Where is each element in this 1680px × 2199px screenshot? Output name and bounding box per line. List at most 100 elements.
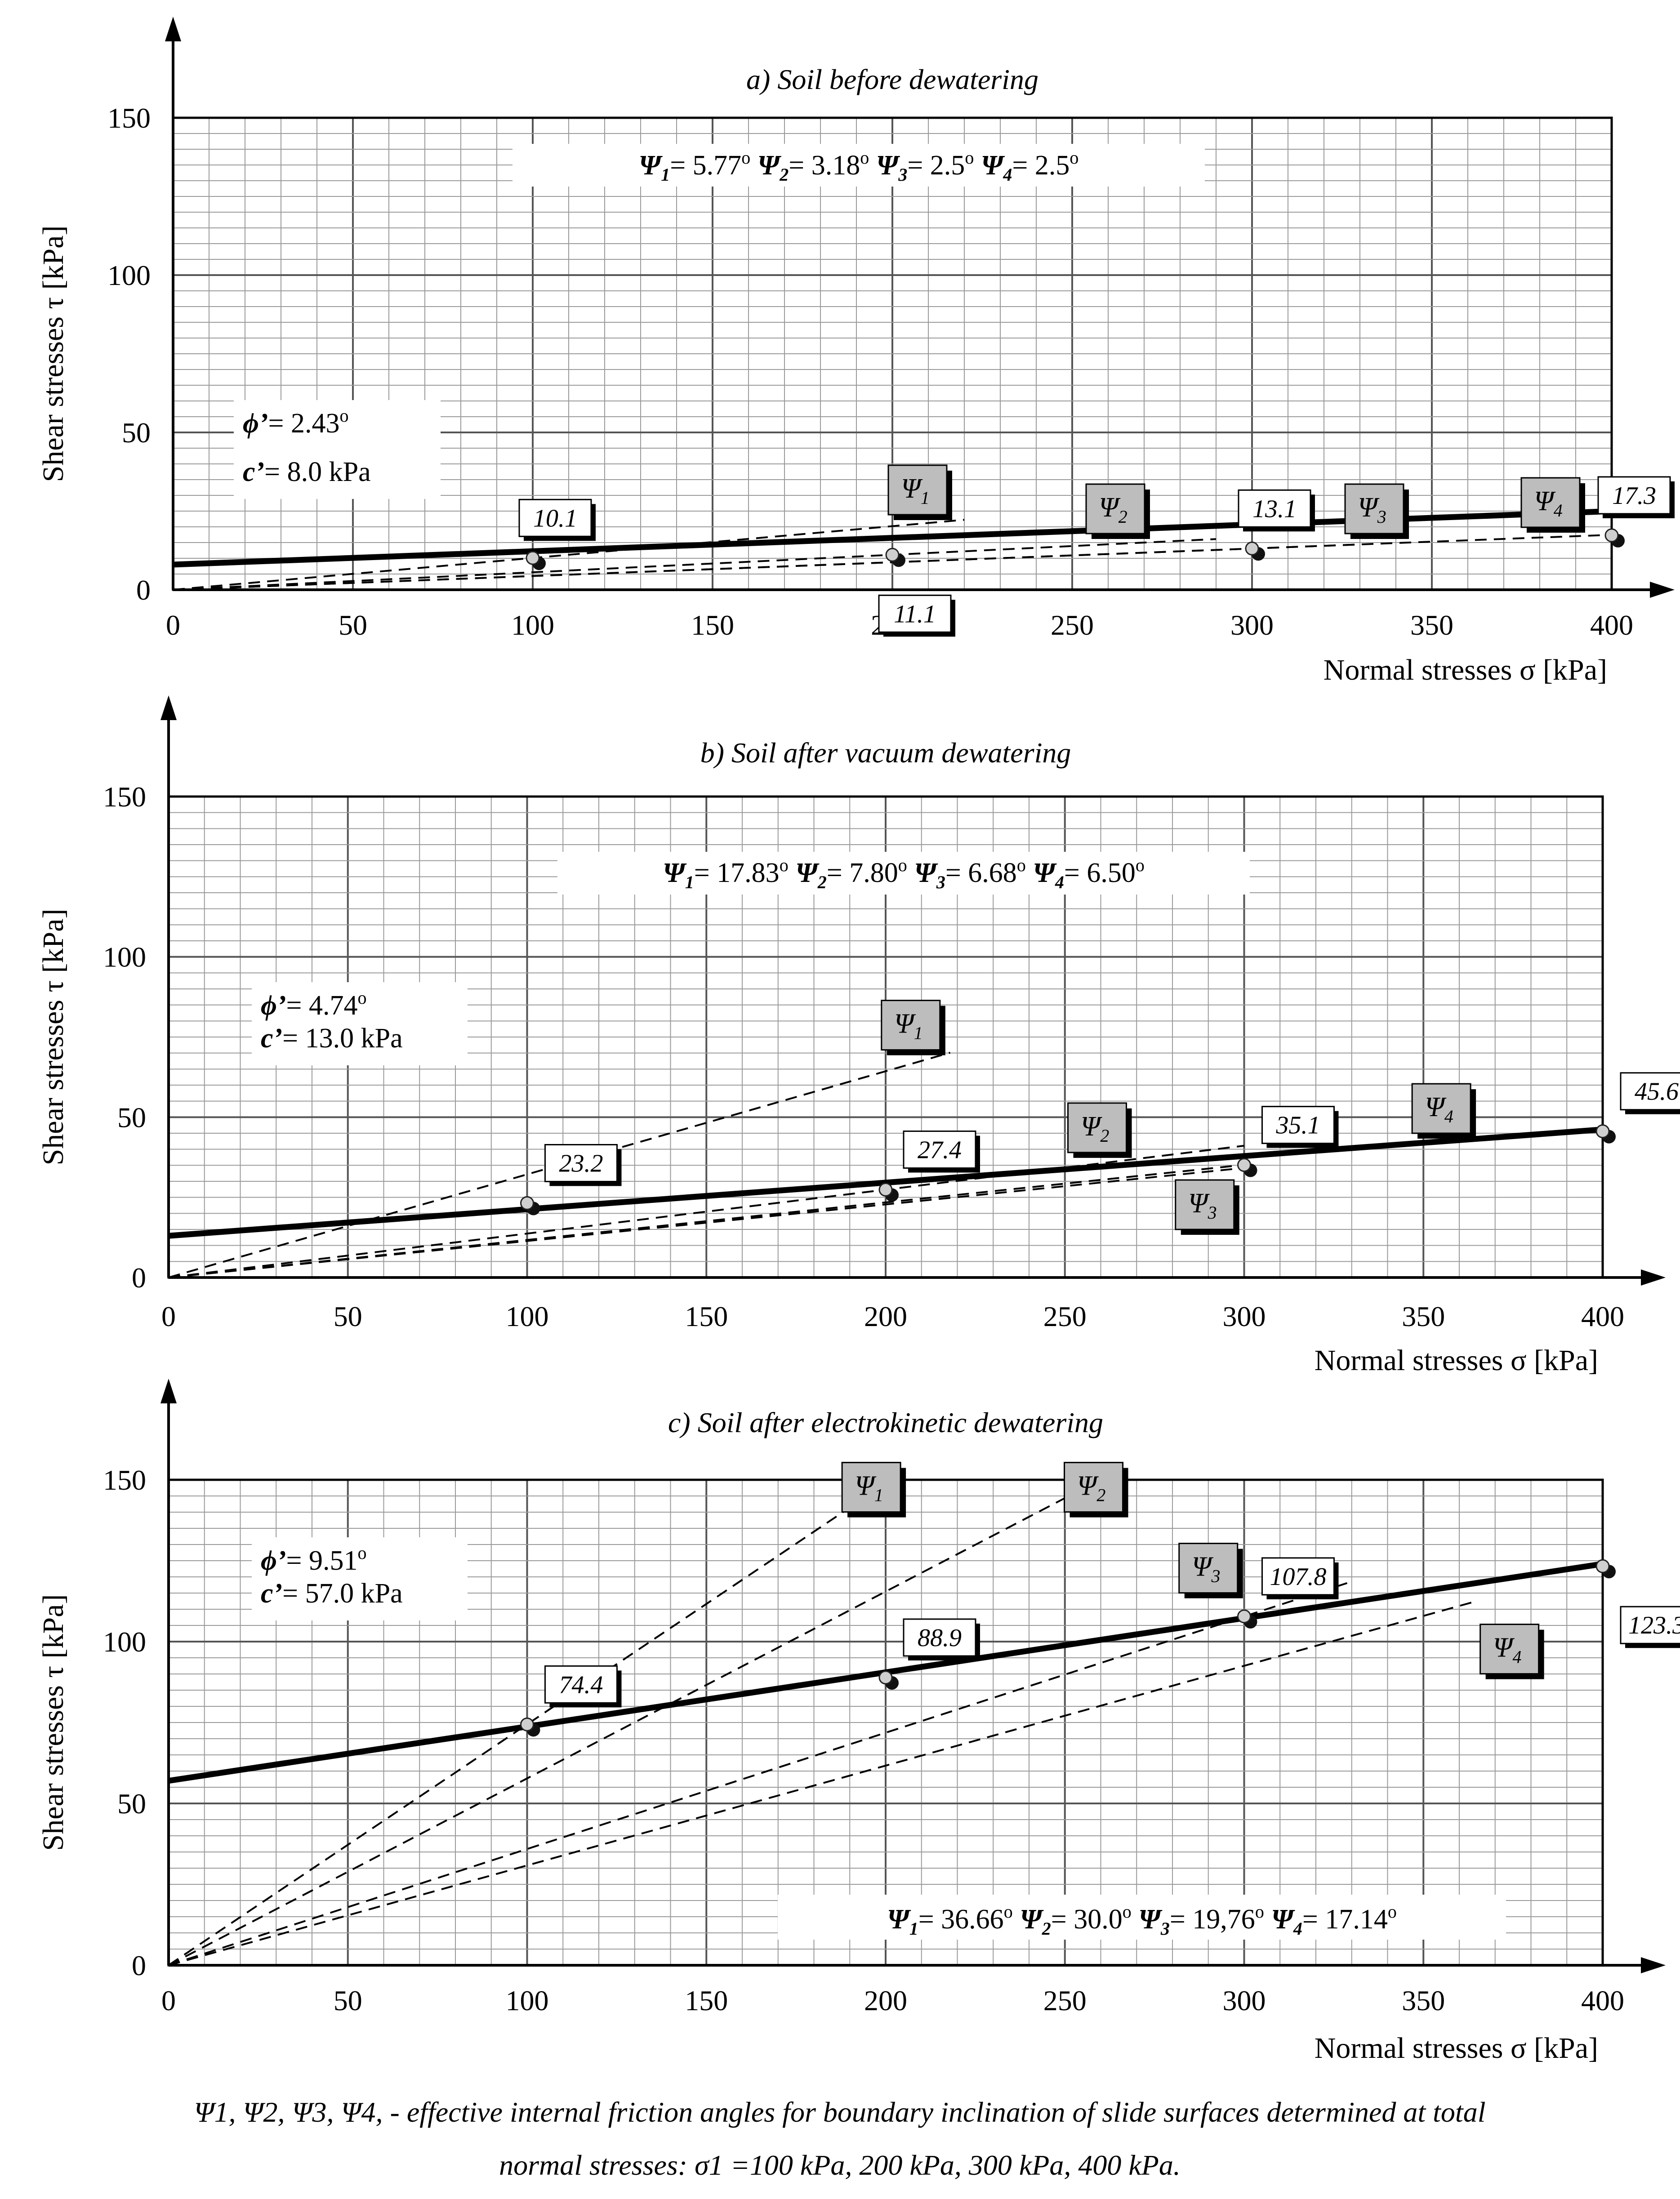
y-axis-arrow [160, 695, 177, 720]
y-tick-label: 150 [103, 1464, 146, 1496]
figure-caption: Ψ1, Ψ2, Ψ3, Ψ4, - effective internal fri… [194, 2096, 1486, 2181]
y-axis-arrow [165, 17, 181, 41]
value-label: 107.8 [1270, 1563, 1327, 1591]
caption-line-2: normal stresses: σ1 =100 kPa, 200 kPa, 3… [499, 2149, 1181, 2181]
psi-tag-box [1067, 1102, 1127, 1153]
x-tick-label: 0 [166, 609, 180, 641]
psi-tag-box [881, 1000, 941, 1051]
data-point-marker [1237, 1158, 1251, 1172]
value-label: 45.6 [1635, 1078, 1679, 1106]
psi-tag-label: Ψ3 [1192, 1552, 1221, 1586]
x-tick-label: 0 [161, 1300, 176, 1332]
value-label-box [544, 1665, 618, 1704]
x-tick-label: 350 [1402, 1985, 1445, 2016]
panel-title: c) Soil after electrokinetic dewatering [668, 1407, 1103, 1438]
psi-line [173, 538, 1217, 591]
value-label-box [903, 1618, 976, 1657]
y-tick-label: 100 [103, 941, 146, 973]
x-tick-label: 50 [339, 609, 367, 641]
phi-param: ϕ’= 9.51o [261, 1543, 367, 1576]
x-tick-label: 50 [334, 1300, 362, 1332]
x-tick-label: 400 [1590, 609, 1633, 641]
x-tick-label: 350 [1402, 1300, 1445, 1332]
panel-title: b) Soil after vacuum dewatering [700, 737, 1071, 769]
x-tick-label: 150 [685, 1300, 728, 1332]
panel-b: 0 50 100 150 200 250 300 350 400 0 50 100 150 b) Soil… [37, 695, 1680, 1377]
data-point-marker [1245, 541, 1259, 556]
y-tick-label: 150 [107, 102, 151, 134]
data-point-marker [1237, 1609, 1251, 1624]
value-label: 88.9 [918, 1624, 962, 1652]
data-point-marker [1595, 1559, 1610, 1573]
psi-line [168, 1167, 1244, 1278]
x-tick-label: 200 [864, 1300, 907, 1332]
value-label: 27.4 [918, 1136, 962, 1164]
psi-line [173, 519, 965, 591]
y-tick-label: 100 [103, 1626, 146, 1658]
value-label-box [1620, 1072, 1680, 1111]
value-label-box [1261, 1106, 1335, 1144]
y-axis-label: Shear stresses τ [kPa] [37, 909, 70, 1166]
psi-summary-box [512, 144, 1205, 187]
data-point-marker [878, 1670, 893, 1685]
psi-tag-label: Ψ4 [1534, 486, 1563, 521]
x-tick-label: 400 [1581, 1985, 1624, 2016]
psi-line [168, 1497, 1065, 1966]
y-tick-label: 50 [117, 1101, 146, 1133]
panel-c: 0 50 100 150 200 250 300 350 400 0 50 100 150 c) Soil… [37, 1379, 1680, 2065]
x-tick-label: 300 [1223, 1985, 1266, 2016]
y-axis-arrow [160, 1379, 177, 1403]
psi-tag-box [1411, 1083, 1471, 1134]
value-label: 74.4 [559, 1671, 603, 1699]
psi-tag-box [1178, 1543, 1239, 1594]
psi-line [168, 1144, 1244, 1278]
x-tick-label: 0 [161, 1985, 176, 2016]
value-label: 10.1 [533, 504, 577, 532]
psi-tag-box [1175, 1179, 1235, 1230]
psi-summary: Ψ1= 36.66o Ψ2= 30.0o Ψ3= 19,76o Ψ4= 17.1… [887, 1901, 1397, 1939]
data-point-marker [878, 1183, 893, 1197]
psi-tag-box [887, 464, 948, 516]
psi-tag-box [841, 1462, 901, 1513]
x-tick-label: 150 [685, 1985, 728, 2016]
data-point-marker [520, 1717, 534, 1732]
y-axis-label: Shear stresses τ [kPa] [37, 226, 70, 482]
psi-line [168, 1507, 851, 1966]
phi-param: ϕ’= 2.43o [243, 405, 349, 439]
x-tick-label: 350 [1410, 609, 1453, 641]
data-point-marker [1595, 1124, 1610, 1139]
x-tick-label: 400 [1581, 1300, 1624, 1332]
x-axis-arrow [1650, 582, 1675, 598]
x-tick-label: 50 [334, 1985, 362, 2016]
x-tick-label: 250 [1051, 609, 1094, 641]
x-tick-label: 100 [506, 1300, 549, 1332]
y-tick-label: 0 [136, 574, 151, 606]
value-label: 35.1 [1276, 1112, 1320, 1140]
value-label: 17.3 [1612, 482, 1656, 510]
y-tick-label: 150 [103, 781, 146, 813]
psi-summary-box [557, 852, 1250, 895]
psi-tag-box [1520, 477, 1581, 528]
x-tick-label: 250 [1043, 1300, 1087, 1332]
y-tick-label: 50 [117, 1788, 146, 1820]
x-axis-label: Normal stresses σ [kPa] [1315, 2032, 1598, 2065]
x-tick-label: 100 [511, 609, 554, 641]
panel-a: 050100150200250300350400050100150a) Soil… [37, 17, 1675, 686]
data-point-marker [526, 551, 540, 565]
psi-tag-box [1064, 1462, 1124, 1513]
c-param: c’= 57.0 kPa [261, 1578, 403, 1609]
x-tick-label: 100 [506, 1985, 549, 2016]
psi-tag-label: Ψ4 [1493, 1633, 1522, 1667]
params-box [234, 400, 441, 499]
value-label: 123.3 [1628, 1611, 1680, 1639]
failure-envelope [168, 1126, 1603, 1239]
x-tick-label: 150 [691, 609, 734, 641]
psi-summary: Ψ1= 5.77o Ψ2= 3.18o Ψ3= 2.5o Ψ4= 2.5o [639, 147, 1079, 185]
psi-summary-box [778, 1895, 1506, 1940]
y-tick-label: 100 [107, 259, 151, 291]
caption-line-1: Ψ1, Ψ2, Ψ3, Ψ4, - effective internal fri… [194, 2096, 1486, 2128]
x-axis-arrow [1641, 1957, 1666, 1973]
c-param: c’= 13.0 kPa [261, 1023, 403, 1054]
y-tick-label: 0 [132, 1262, 146, 1294]
